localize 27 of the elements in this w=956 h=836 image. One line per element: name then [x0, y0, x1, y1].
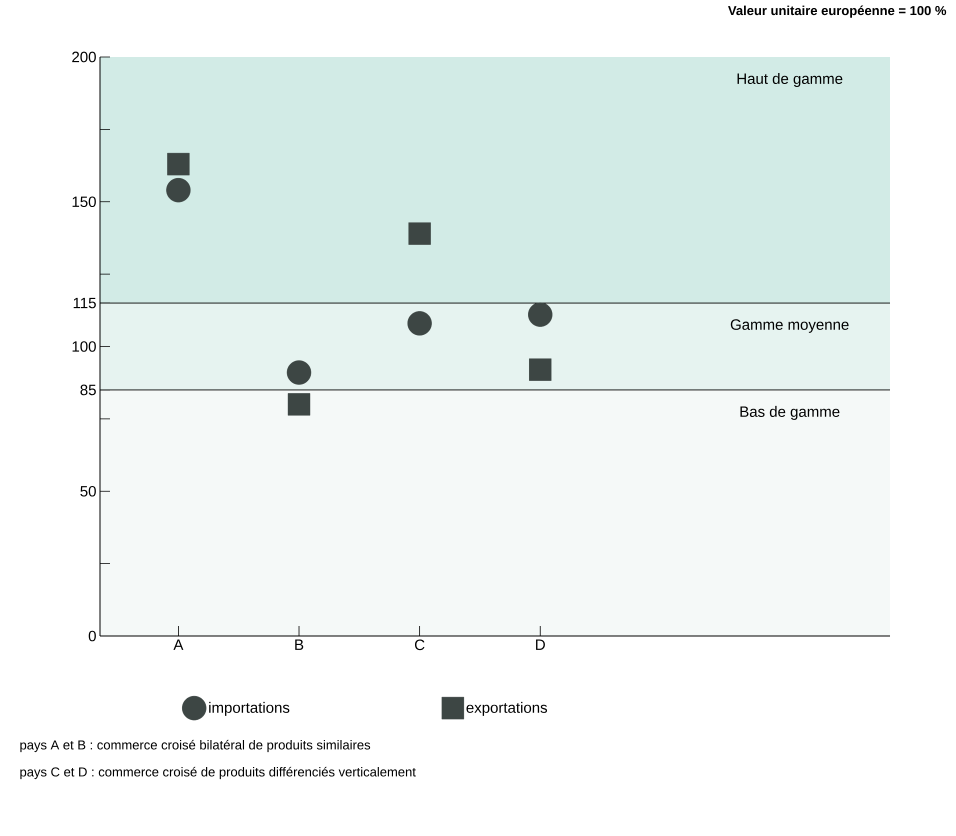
x-tick-label: D	[536, 640, 545, 650]
point	[167, 152, 190, 176]
legend-label: exportations	[466, 702, 548, 716]
y-tick-label: 50	[80, 486, 96, 497]
x-tick-label: A	[173, 640, 184, 650]
text: pays A et B : commerce croisé bilatéral de produits similaires	[20, 740, 370, 752]
y-tick-label: 100	[72, 341, 96, 352]
point	[286, 360, 312, 385]
point	[407, 311, 432, 336]
point	[529, 358, 552, 381]
point	[528, 302, 552, 327]
y-tick-label: 0	[88, 630, 96, 642]
point	[408, 222, 431, 245]
y-tick-label: 85	[80, 384, 96, 396]
x-tick-label: B	[295, 640, 304, 650]
point	[288, 393, 310, 416]
y-tick-label: 200	[72, 52, 96, 62]
band-label: Bas de gamme	[740, 406, 840, 420]
legend-label: importations	[209, 702, 290, 716]
band-label: Gamme moyenne	[730, 319, 849, 333]
y-tick-label: 150	[72, 196, 96, 208]
x-tick-label: C	[414, 640, 424, 650]
y-tick-label: 115	[74, 298, 96, 308]
text: pays C et D : commerce croisé de produits différenciés verticalement	[20, 766, 416, 780]
point	[166, 178, 191, 202]
band-label: Haut de gamme	[738, 72, 842, 87]
text: Valeur unitaire européenne = 100 %	[728, 6, 946, 18]
